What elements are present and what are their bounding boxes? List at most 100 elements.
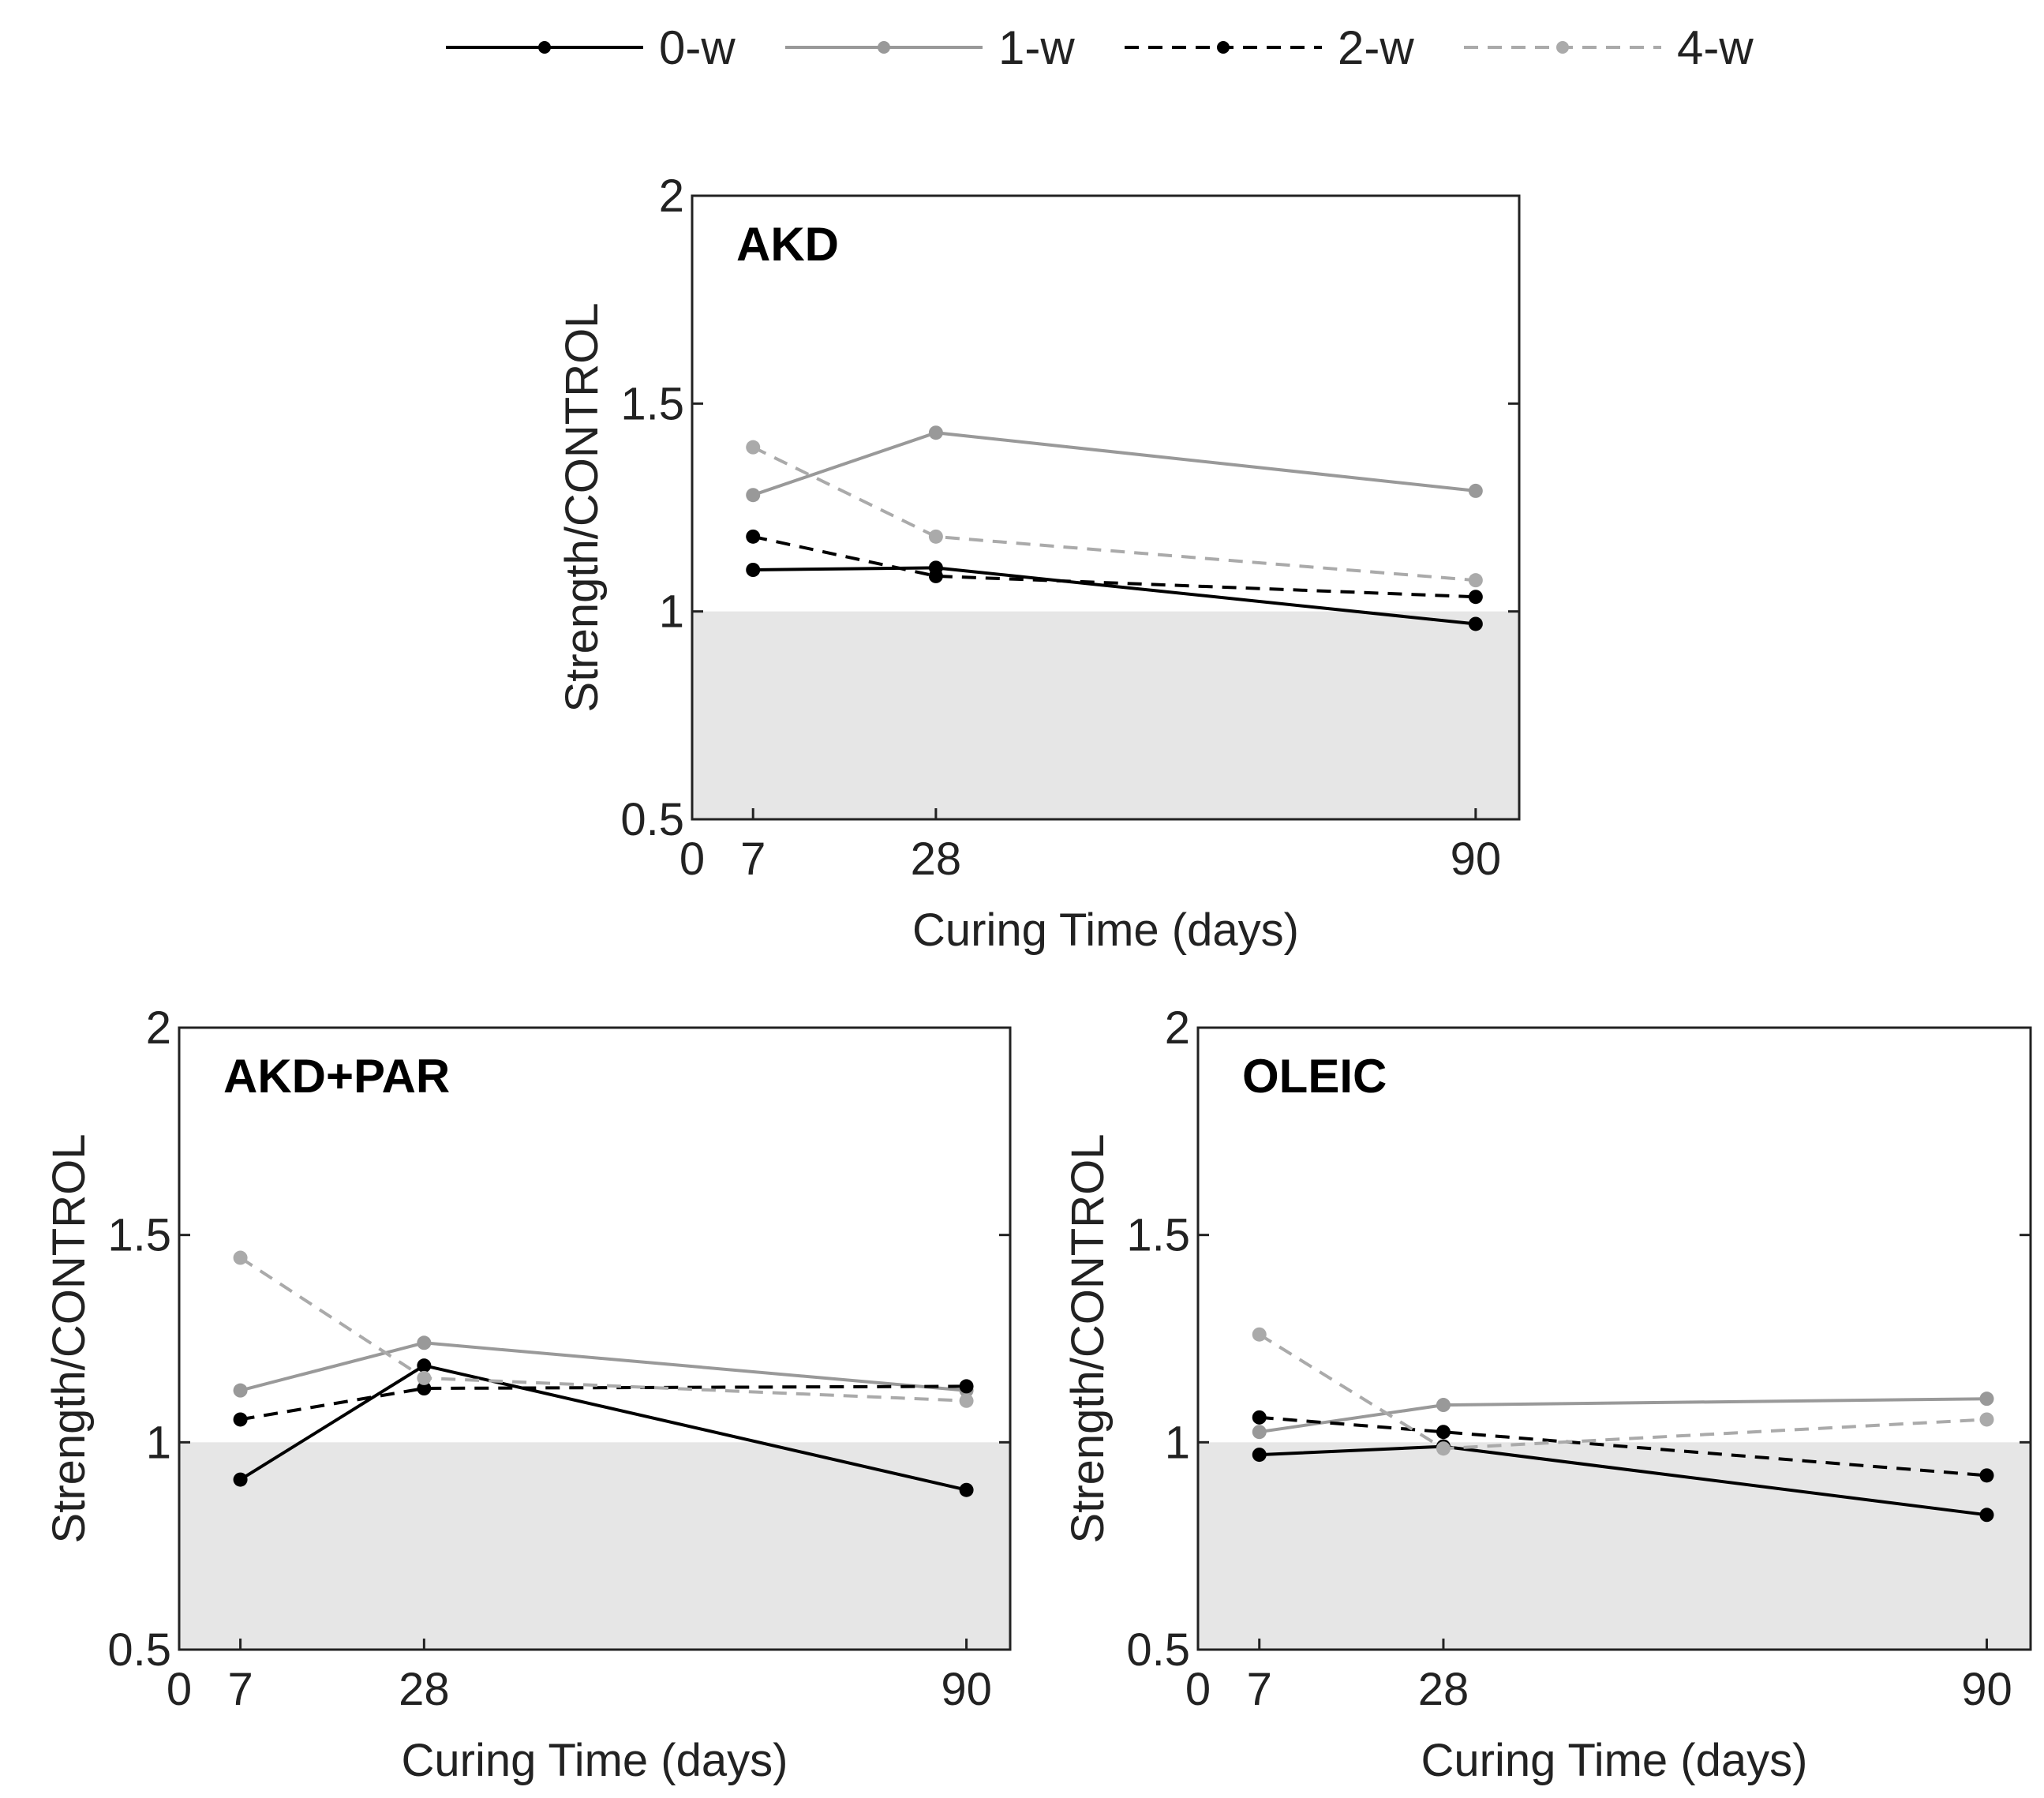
series-1-w <box>1252 1392 1994 1440</box>
axes-frame <box>178 1026 1012 1651</box>
y-tick-label: 2 <box>146 1002 171 1054</box>
data-point-2-w-28 <box>928 568 943 583</box>
axes-frame <box>1196 1026 2032 1651</box>
series-line-2-w <box>240 1384 967 1422</box>
data-point-1-w-7 <box>746 488 761 503</box>
legend-item-4-w: 4-w <box>1464 21 1754 74</box>
data-point-0-w-28 <box>417 1358 432 1373</box>
x-axis-title: Curing Time (days) <box>402 1735 788 1786</box>
data-point-1-w-28 <box>928 425 943 440</box>
data-point-4-w-28 <box>1436 1441 1451 1456</box>
data-point-0-w-90 <box>959 1482 974 1497</box>
series-line-2-w <box>752 534 1476 599</box>
chart-panel-akd: 0.5 1 1.5 2 0 7 28 90 AKD Curing Time (days) Stren… <box>556 170 1521 956</box>
chart-panel-oleic: 0.5 1 1.5 2 0 7 28 90 OLEIC Curing Time (days) Str… <box>1062 1002 2032 1786</box>
x-tick-label: 90 <box>941 1664 992 1715</box>
data-point-2-w-7 <box>746 529 761 544</box>
series-0-w <box>233 1358 974 1497</box>
panel-title: OLEIC <box>1242 1050 1387 1103</box>
y-tick-label: 1 <box>659 586 684 638</box>
y-axis-title: Strength/CONTROL <box>556 303 608 713</box>
panel-title: AKD+PAR <box>223 1050 450 1103</box>
y-axis-title: Strength/CONTROL <box>1062 1134 1114 1544</box>
legend-label: 1-w <box>998 21 1075 74</box>
y-tick-label: 1 <box>1165 1417 1190 1468</box>
data-point-2-w-90 <box>1979 1468 1994 1483</box>
y-tick-label: 0.5 <box>1126 1624 1190 1676</box>
below-control-shade <box>692 611 1519 819</box>
data-point-2-w-28 <box>1436 1425 1451 1440</box>
y-tick-label: 0.5 <box>107 1624 171 1676</box>
data-point-1-w-7 <box>233 1383 248 1398</box>
below-control-shade <box>1198 1442 2031 1650</box>
legend-item-2-w: 2-w <box>1125 21 1414 74</box>
x-tick-label: 0 <box>1185 1664 1211 1715</box>
data-point-1-w-28 <box>1436 1398 1451 1413</box>
data-point-4-w-90 <box>1979 1412 1994 1427</box>
data-point-2-w-28 <box>417 1381 432 1396</box>
x-tick-label: 7 <box>227 1664 253 1715</box>
x-tick-label: 0 <box>167 1664 192 1715</box>
data-point-0-w-7 <box>233 1472 248 1487</box>
y-tick-label: 1.5 <box>107 1210 171 1261</box>
x-axis-title: Curing Time (days) <box>1421 1735 1808 1786</box>
y-tick-label: 0.5 <box>620 794 684 845</box>
panel-title: AKD <box>736 218 839 271</box>
data-point-4-w-28 <box>417 1370 432 1385</box>
data-point-4-w-90 <box>959 1393 974 1408</box>
below-control-shade <box>179 1442 1010 1650</box>
chart-panel-akd-par: 0.5 1 1.5 2 0 7 28 90 AKD+PAR Curing Time (days) S… <box>43 1002 1012 1786</box>
data-point-0-w-90 <box>1468 616 1483 631</box>
data-point-2-w-90 <box>959 1379 974 1394</box>
x-tick-label: 7 <box>740 833 766 885</box>
legend-marker-0-w <box>538 41 551 54</box>
data-point-1-w-90 <box>1468 483 1483 498</box>
y-axis-title: Strength/CONTROL <box>43 1134 95 1544</box>
legend-item-0-w: 0-w <box>446 21 736 74</box>
legend-item-1-w: 1-w <box>785 21 1075 74</box>
x-axis-title: Curing Time (days) <box>912 905 1299 956</box>
data-point-2-w-7 <box>233 1412 248 1427</box>
series-2-w <box>233 1379 974 1427</box>
data-point-4-w-90 <box>1468 573 1483 588</box>
series-line-2-w <box>1259 1415 1987 1478</box>
x-tick-label: 90 <box>1961 1664 2012 1715</box>
y-tick-label: 1.5 <box>620 378 684 429</box>
y-tick-label: 2 <box>1165 1002 1190 1054</box>
data-point-1-w-28 <box>417 1335 432 1350</box>
data-point-0-w-7 <box>746 563 761 577</box>
series-4-w <box>1252 1327 1994 1456</box>
data-point-4-w-7 <box>746 440 761 455</box>
legend-label: 4-w <box>1677 21 1754 74</box>
x-tick-label: 28 <box>1418 1664 1469 1715</box>
data-point-2-w-90 <box>1468 590 1483 605</box>
series-4-w <box>746 440 1483 588</box>
x-tick-label: 0 <box>679 833 705 885</box>
legend-label: 2-w <box>1338 21 1414 74</box>
series-4-w <box>233 1250 974 1408</box>
legend-marker-2-w <box>1217 41 1230 54</box>
y-tick-label: 2 <box>659 170 684 222</box>
data-point-1-w-90 <box>1979 1392 1994 1407</box>
series-1-w <box>746 425 1483 503</box>
x-tick-label: 90 <box>1451 833 1502 885</box>
y-tick-label: 1 <box>146 1417 171 1468</box>
data-point-0-w-90 <box>1979 1508 1994 1523</box>
data-point-4-w-7 <box>1252 1327 1267 1342</box>
data-point-1-w-7 <box>1252 1425 1267 1440</box>
series-2-w <box>746 529 1483 605</box>
data-point-2-w-7 <box>1252 1410 1267 1425</box>
x-tick-label: 28 <box>911 833 962 885</box>
data-point-0-w-7 <box>1252 1448 1267 1463</box>
y-tick-label: 1.5 <box>1126 1210 1190 1261</box>
x-tick-label: 7 <box>1247 1664 1272 1715</box>
data-point-4-w-7 <box>233 1250 248 1265</box>
data-point-4-w-28 <box>928 529 943 544</box>
legend-marker-1-w <box>878 41 890 54</box>
legend: 0-w 1-w 2-w 4-w <box>446 21 1754 74</box>
legend-marker-4-w <box>1556 41 1569 54</box>
x-tick-label: 28 <box>399 1664 450 1715</box>
legend-label: 0-w <box>659 21 736 74</box>
